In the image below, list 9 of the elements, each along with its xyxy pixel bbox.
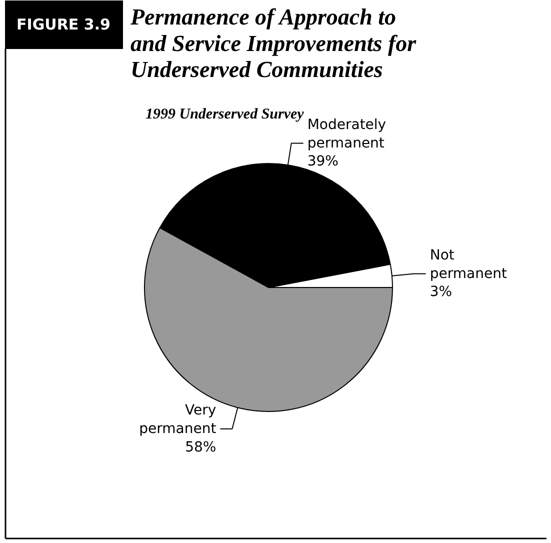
slice-label: Very permanent bbox=[139, 402, 217, 437]
data-label: 3% bbox=[430, 284, 452, 300]
slice-label: Moderately permanent bbox=[307, 116, 386, 152]
chart-subtitle: 1999 Underserved Survey bbox=[146, 106, 304, 122]
chart-title: Permanence of Approach to and Service Improvements for Underserved Communities bbox=[130, 4, 418, 82]
data-label: 39% bbox=[307, 154, 338, 170]
caption: FIGURE 3.9 bbox=[16, 16, 110, 34]
data-label: 58% bbox=[185, 439, 216, 456]
slice-label: Not permanent bbox=[430, 247, 508, 282]
